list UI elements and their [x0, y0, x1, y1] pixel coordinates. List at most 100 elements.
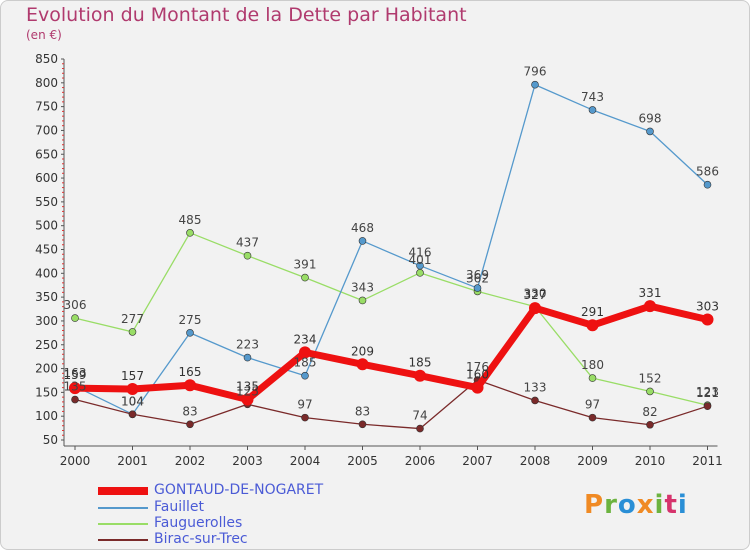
logo-letter: x	[636, 490, 655, 520]
data-label-gontaud-de-nogaret: 185	[409, 356, 432, 370]
data-point-birac-sur-trec	[128, 410, 137, 419]
data-label-fauillet: 416	[409, 246, 432, 260]
logo-letter: o	[617, 490, 637, 520]
y-tick-label: 350	[35, 290, 58, 304]
data-point-gontaud-de-nogaret	[69, 382, 81, 395]
axes: 50 100 150 200 250 300 350 400 450 500 550 600 650 70…	[35, 52, 723, 468]
data-label-fauguerolles: 401	[409, 253, 432, 267]
x-tick-label: 2007	[462, 454, 493, 468]
data-point-gontaud-de-nogaret	[644, 300, 656, 313]
data-point-gontaud-de-nogaret	[241, 393, 254, 406]
data-label-gontaud-de-nogaret: 303	[696, 300, 719, 314]
data-point-fauguerolles	[588, 374, 597, 382]
data-label-fauguerolles: 180	[581, 358, 604, 372]
data-label-fauillet: 185	[294, 356, 317, 370]
data-label-fauguerolles: 391	[294, 258, 317, 272]
data-label-gontaud-de-nogaret: 160	[466, 368, 489, 382]
data-label-gontaud-de-nogaret: 331	[639, 286, 662, 300]
data-label-fauguerolles: 306	[64, 298, 87, 312]
logo-letter: t	[664, 490, 678, 520]
data-label-birac-sur-trec: 125	[236, 384, 259, 398]
data-label-birac-sur-trec: 133	[524, 380, 547, 394]
series-line-fauillet	[74, 84, 709, 415]
data-point-fauillet	[186, 329, 194, 337]
data-point-gontaud-de-nogaret	[184, 379, 196, 392]
data-point-birac-sur-trec	[646, 420, 654, 429]
data-label-birac-sur-trec: 74	[412, 409, 427, 423]
data-point-birac-sur-trec	[531, 396, 539, 405]
data-point-birac-sur-trec	[301, 413, 309, 422]
chart-subtitle: (en €)	[26, 28, 62, 42]
data-point-fauguerolles	[416, 269, 424, 277]
data-label-fauillet: 275	[179, 313, 202, 327]
data-label-gontaud-de-nogaret: 209	[351, 344, 374, 358]
x-tick-label: 2001	[117, 454, 148, 468]
legend-label: Fauillet	[154, 499, 204, 515]
x-tick-label: 2002	[175, 454, 206, 468]
data-label-gontaud-de-nogaret: 291	[581, 305, 604, 319]
y-tick-label: 750	[35, 100, 58, 114]
data-point-birac-sur-trec	[186, 420, 194, 429]
data-label-gontaud-de-nogaret: 135	[236, 380, 259, 394]
y-tick-label: 800	[35, 76, 58, 90]
data-label-fauillet: 796	[524, 65, 547, 79]
data-label-gontaud-de-nogaret: 159	[64, 368, 87, 382]
legend-label: Birac-sur-Trec	[154, 531, 248, 547]
data-point-fauillet	[416, 261, 424, 270]
legend-swatch	[98, 507, 148, 509]
data-label-fauillet: 163	[64, 366, 87, 380]
series-line-fauguerolles	[74, 232, 709, 406]
proxiti-logo: Proxiti	[584, 490, 688, 520]
data-point-fauillet	[473, 284, 482, 292]
data-point-birac-sur-trec	[703, 402, 712, 410]
data-point-birac-sur-trec	[416, 424, 424, 433]
logo-letter: P	[584, 490, 605, 520]
y-tick-label: 400	[35, 266, 58, 280]
series-lines	[69, 80, 714, 433]
x-tick-label: 2000	[60, 454, 91, 468]
data-label-birac-sur-trec: 135	[64, 380, 87, 394]
data-label-fauillet: 743	[581, 90, 604, 104]
y-tick-label: 250	[35, 338, 58, 352]
data-label-birac-sur-trec: 97	[297, 398, 312, 412]
data-label-birac-sur-trec: 83	[355, 404, 370, 418]
data-point-gontaud-de-nogaret	[299, 346, 311, 359]
data-point-fauillet	[588, 106, 597, 114]
x-tick-label: 2003	[232, 454, 263, 468]
data-label-birac-sur-trec: 121	[696, 386, 719, 400]
data-label-gontaud-de-nogaret: 157	[121, 369, 144, 383]
x-tick-label: 2004	[290, 454, 321, 468]
legend-swatch	[98, 539, 148, 541]
x-tick-label: 2006	[405, 454, 436, 468]
legend-swatch	[98, 487, 148, 495]
data-label-fauguerolles: 343	[351, 280, 374, 294]
data-point-fauguerolles	[71, 314, 79, 322]
data-label-fauguerolles: 123	[696, 385, 719, 399]
y-tick-label: 450	[35, 243, 58, 257]
x-tick-label: 2010	[635, 454, 666, 468]
data-label-fauguerolles: 485	[179, 213, 202, 227]
data-label-gontaud-de-nogaret: 327	[524, 288, 547, 302]
y-tick-label: 650	[35, 147, 58, 161]
data-label-fauillet: 698	[639, 111, 662, 125]
data-point-birac-sur-trec	[71, 395, 79, 404]
data-point-gontaud-de-nogaret	[586, 319, 599, 332]
data-point-fauguerolles	[358, 296, 367, 305]
data-point-fauillet	[531, 80, 539, 89]
data-label-fauillet: 104	[121, 394, 144, 408]
legend-label: Fauguerolles	[154, 515, 243, 531]
y-tick-label: 200	[35, 362, 58, 376]
data-label-gontaud-de-nogaret: 165	[179, 365, 202, 379]
data-point-fauguerolles	[186, 229, 194, 237]
data-label-fauguerolles: 437	[236, 236, 259, 250]
y-tick-label: 300	[35, 314, 58, 328]
data-point-gontaud-de-nogaret	[701, 313, 714, 326]
y-tick-label: 850	[35, 52, 58, 66]
x-tick-label: 2008	[520, 454, 551, 468]
data-label-fauguerolles: 152	[639, 371, 662, 385]
data-label-fauguerolles: 362	[466, 271, 489, 285]
data-label-fauillet: 223	[236, 338, 259, 352]
data-point-fauillet	[703, 180, 712, 189]
